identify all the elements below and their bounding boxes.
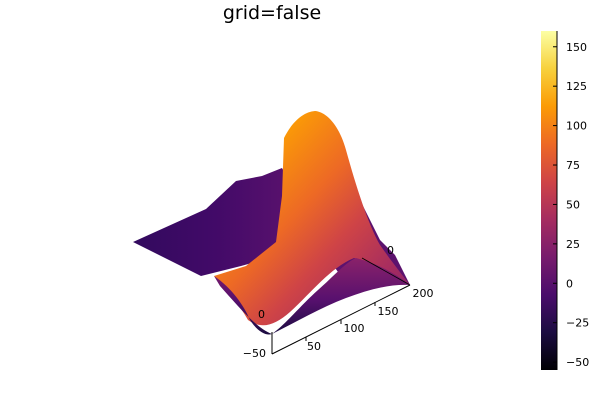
colorbar-tick-label: 100	[566, 120, 587, 133]
axes-3d: 50 100 150 200 −50 0 0	[243, 244, 434, 360]
colorbar-tick-label: 125	[566, 80, 587, 93]
colorbar-gradient-bar	[541, 31, 557, 370]
back-tick-label-partial: 0	[387, 244, 394, 257]
colorbar-tick-label: −50	[566, 356, 589, 369]
x-tick-label: 50	[307, 340, 321, 353]
surface-peak	[214, 111, 410, 326]
x-tick-label: 200	[413, 287, 434, 300]
colorbar-tick-label: 25	[566, 238, 580, 251]
surface-front-lobe	[214, 258, 410, 335]
axis-x-line	[271, 284, 411, 355]
colorbar: 150 125 100 75 50 25 0 −25 −50	[541, 31, 589, 370]
colorbar-tick-label: 50	[566, 198, 580, 211]
y-tick-label-partial: 0	[258, 308, 265, 321]
colorbar-tick-label: 150	[566, 41, 587, 54]
colorbar-tick-label: −25	[566, 317, 589, 330]
colorbar-ticks: 150 125 100 75 50 25 0 −25 −50	[553, 41, 589, 369]
axis-back-line	[361, 257, 411, 286]
x-tick-label: 150	[378, 305, 399, 318]
x-tick-label: 100	[344, 322, 365, 335]
surface-left-plateau	[133, 168, 298, 276]
chart-title: grid=false	[223, 2, 321, 24]
colorbar-tick-label: 75	[566, 159, 580, 172]
y-tick-label: −50	[243, 347, 266, 360]
colorbar-tick-label: 0	[566, 277, 573, 290]
surface-plot	[133, 111, 410, 335]
